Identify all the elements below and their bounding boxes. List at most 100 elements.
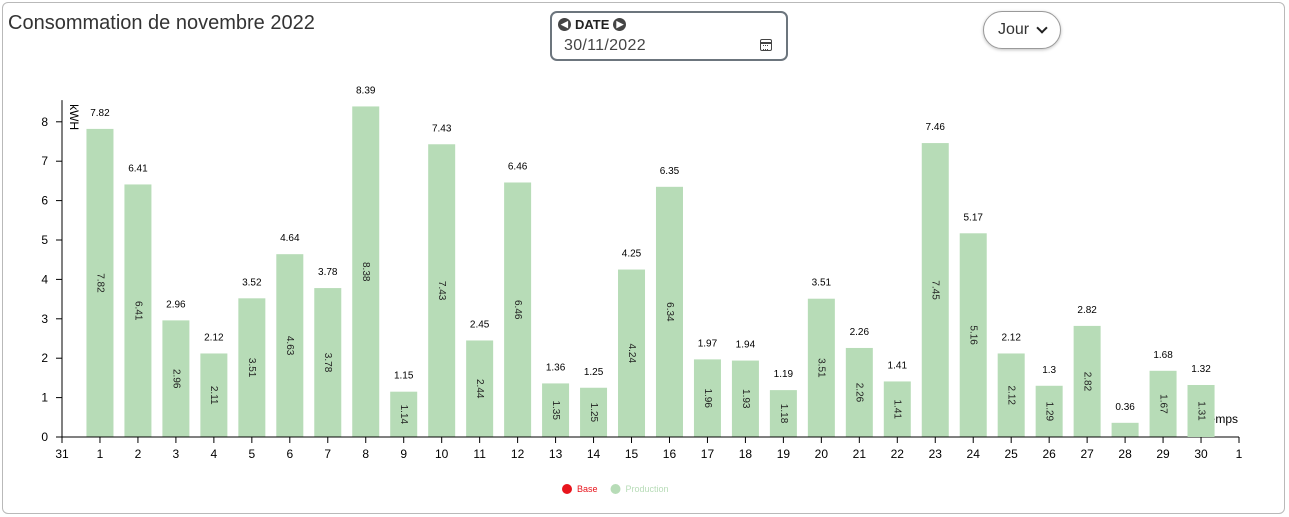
data-label-14: 1.25: [584, 367, 604, 378]
data-label-22: 1.41: [888, 360, 908, 371]
x-tick-16-label: 16: [663, 447, 677, 461]
bar-inner-label-12: 6.46: [512, 300, 523, 320]
y-tick-label-1: 1: [41, 391, 48, 405]
x-tick-24-label: 24: [967, 447, 981, 461]
bar-inner-label-29: 1.67: [1157, 394, 1168, 414]
bar-27: [1073, 325, 1101, 437]
data-label-7: 3.78: [318, 267, 338, 278]
x-tick-4-label: 4: [211, 447, 218, 461]
bar-inner-label-17: 1.96: [702, 388, 713, 408]
calendar-icon[interactable]: [760, 39, 772, 51]
date-input[interactable]: 30/11/2022: [564, 37, 646, 54]
bar-10: [428, 144, 456, 437]
bar-inner-label-23: 7.45: [930, 280, 941, 300]
bar-inner-label-18: 1.93: [740, 389, 751, 409]
arrow-left-circle-icon[interactable]: ◀: [558, 17, 571, 31]
bar-inner-label-7: 3.78: [322, 353, 333, 373]
data-label-13: 1.36: [546, 362, 566, 373]
data-label-15: 4.25: [622, 249, 642, 260]
data-label-21: 2.26: [850, 327, 870, 338]
bar-8: [352, 106, 380, 438]
data-label-8: 8.39: [356, 85, 376, 96]
x-tick-5-label: 5: [248, 447, 255, 461]
x-tick-17-label: 17: [701, 447, 715, 461]
x-tick-19-label: 19: [777, 447, 791, 461]
arrow-right-circle-icon[interactable]: ▶: [613, 17, 627, 31]
bar-5: [238, 298, 266, 437]
bar-9: [390, 391, 418, 437]
data-label-23: 7.46: [926, 122, 946, 133]
date-label: DATE: [575, 16, 610, 32]
data-label-26: 1.3: [1042, 365, 1056, 376]
page-title: Consommation de novembre 2022: [8, 12, 315, 34]
x-tick-28-label: 28: [1118, 447, 1132, 461]
data-label-30: 1.32: [1191, 364, 1211, 375]
bar-25: [997, 353, 1025, 437]
legend-marker-base: [562, 484, 572, 494]
bar-24: [959, 233, 987, 437]
bar-11: [466, 340, 494, 437]
bar-inner-label-15: 4.24: [626, 344, 637, 364]
data-label-17: 1.97: [698, 338, 718, 349]
bar-inner-label-22: 1.41: [892, 399, 903, 419]
data-label-1: 7.82: [90, 108, 110, 119]
x-tick-13-label: 13: [549, 447, 563, 461]
x-tick-27-label: 27: [1080, 447, 1094, 461]
bar-1: [86, 128, 114, 437]
bar-inner-label-10: 7.43: [436, 281, 447, 301]
bar-28: [1111, 422, 1139, 437]
date-picker[interactable]: ◀ DATE ▶ 30/11/2022: [550, 11, 788, 61]
bar-15: [618, 269, 646, 437]
y-tick-label-3: 3: [41, 312, 48, 326]
date-label-row: ◀ DATE ▶: [558, 16, 627, 32]
bar-inner-label-9: 1.14: [398, 405, 409, 425]
x-tick-3-label: 3: [173, 447, 180, 461]
bar-inner-label-25: 2.12: [1006, 386, 1017, 406]
bar-4: [200, 353, 228, 437]
x-tick-1-label: 1: [97, 447, 104, 461]
bar-3: [162, 320, 190, 437]
bar-7: [314, 288, 342, 437]
x-tick-26-label: 26: [1042, 447, 1056, 461]
x-tick-8-label: 8: [362, 447, 369, 461]
x-tick-2-label: 2: [135, 447, 142, 461]
bar-inner-label-11: 2.44: [474, 379, 485, 399]
data-label-27: 2.82: [1077, 305, 1097, 316]
bar-23: [921, 143, 949, 438]
bar-12: [504, 182, 532, 437]
bar-17: [693, 359, 721, 437]
bar-22: [883, 381, 911, 437]
x-tick-end-label: 1: [1236, 447, 1243, 461]
legend-label-base: Base: [577, 484, 598, 494]
bar-2: [124, 184, 152, 437]
y-tick-label-2: 2: [41, 351, 48, 365]
data-label-9: 1.15: [394, 371, 414, 382]
x-tick-23-label: 23: [929, 447, 943, 461]
bar-overlay-inner-label-30: 1.31: [1195, 401, 1206, 421]
x-tick-11-label: 11: [473, 447, 486, 461]
y-tick-label-6: 6: [41, 194, 48, 208]
bar-20: [807, 298, 835, 437]
x-tick-14-label: 14: [587, 447, 601, 461]
bar-inner-label-27: 2.82: [1081, 372, 1092, 392]
x-tick-6-label: 6: [286, 447, 293, 461]
bar-inner-label-21: 2.26: [854, 383, 865, 403]
x-tick-20-label: 20: [815, 447, 829, 461]
bar-inner-label-19: 1.18: [778, 404, 789, 424]
legend-label-production: Production: [626, 484, 669, 494]
bar-inner-label-24: 5.16: [968, 325, 979, 345]
x-tick-7-label: 7: [324, 447, 331, 461]
x-tick-9-label: 9: [400, 447, 407, 461]
period-select-label: Jour: [997, 21, 1030, 38]
x-tick-30-label: 30: [1194, 447, 1208, 461]
period-select[interactable]: Jour: [983, 11, 1061, 49]
data-label-12: 6.46: [508, 161, 528, 172]
legend-marker-production: [610, 484, 621, 494]
bar-inner-label-16: 6.34: [664, 302, 675, 322]
x-tick-25-label: 25: [1005, 447, 1019, 461]
y-tick-label-7: 7: [41, 154, 48, 168]
bar-18: [731, 360, 759, 437]
data-label-3: 2.96: [166, 299, 186, 310]
data-label-25: 2.12: [1001, 332, 1021, 343]
